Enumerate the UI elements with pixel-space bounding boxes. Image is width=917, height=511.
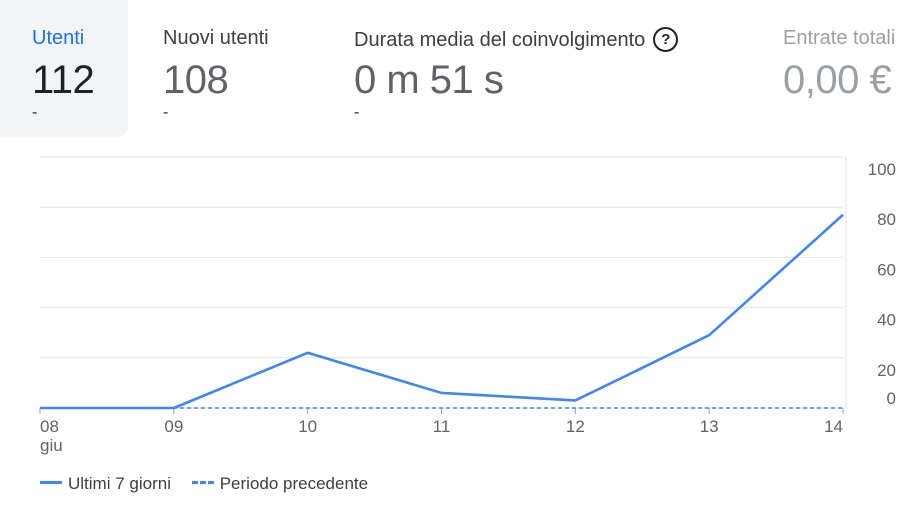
x-tick-label: 08 [40, 417, 59, 436]
legend-item-previous[interactable]: Periodo precedente [191, 474, 369, 494]
x-tick-label: 11 [433, 417, 451, 436]
metric-label: Durata media del coinvolgimento [354, 29, 646, 51]
metric-card-new-users[interactable]: Nuovi utenti 108 - [128, 0, 328, 137]
legend-swatch-dashed [191, 481, 214, 484]
metric-delta: - [32, 104, 38, 121]
y-tick-label: 80 [877, 210, 896, 229]
x-tick-sublabel: giu [40, 436, 63, 455]
metric-label-row: Durata media del coinvolgimento? [354, 27, 679, 52]
y-tick-label: 100 [868, 160, 896, 179]
legend-item-current[interactable]: Ultimi 7 giorni [40, 474, 171, 494]
x-tick-label: 12 [566, 417, 585, 436]
metric-card-revenue[interactable]: Entrate totali 0,00 € [748, 0, 917, 137]
metric-value: 0 m 51 s [354, 58, 504, 102]
metric-value: 112 [32, 58, 95, 102]
metric-value: 0,00 € [783, 58, 892, 102]
metric-label: Nuovi utenti [163, 27, 269, 49]
metric-cards: Utenti 112 - Nuovi utenti 108 - Durata m… [0, 0, 917, 140]
legend-label: Ultimi 7 giorni [68, 474, 171, 493]
y-tick-label: 60 [877, 260, 896, 279]
y-tick-label: 40 [877, 311, 896, 330]
legend-label: Periodo precedente [219, 474, 369, 493]
metric-card-users[interactable]: Utenti 112 - [0, 0, 128, 137]
metric-delta: - [354, 104, 360, 121]
metric-label: Utenti [32, 27, 85, 49]
x-tick-label: 10 [298, 417, 317, 436]
metric-delta: - [163, 104, 169, 121]
x-tick-label: 09 [164, 417, 183, 436]
x-tick-label: 14 [824, 417, 843, 436]
metric-label: Entrate totali [783, 27, 896, 49]
chart-legend: Ultimi 7 giorni Periodo precedente [40, 474, 384, 494]
x-tick-label: 13 [700, 417, 719, 436]
metric-card-engagement[interactable]: Durata media del coinvolgimento? 0 m 51 … [328, 0, 748, 137]
y-tick-label: 0 [887, 389, 896, 408]
users-line-chart: 100 80 60 40 20 0 08 09 10 11 12 13 14 giu [39, 156, 896, 455]
legend-swatch-solid [40, 481, 62, 484]
metric-value: 108 [163, 58, 229, 102]
series-line-current [40, 213, 844, 410]
y-tick-label: 20 [877, 361, 896, 380]
help-circle-icon[interactable]: ? [653, 27, 679, 52]
